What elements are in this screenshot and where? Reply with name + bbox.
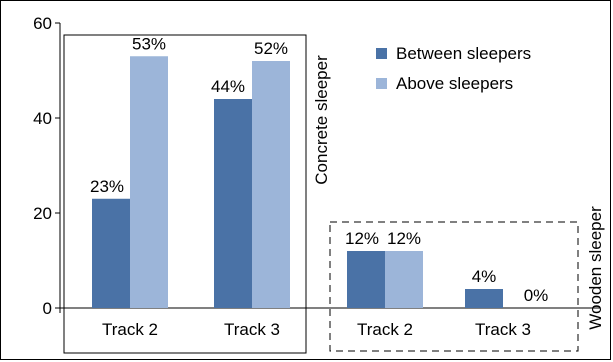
x-tick-label: Track 2 (102, 320, 158, 339)
group-box-wooden (329, 221, 579, 352)
x-tick-label: Track 3 (475, 320, 531, 339)
data-label: 12% (345, 229, 379, 248)
group-label-concrete: Concrete sleeper (312, 55, 331, 185)
data-label: 52% (254, 39, 288, 58)
bar (130, 56, 168, 308)
bar (214, 99, 252, 308)
legend-swatch (376, 78, 387, 89)
data-label: 12% (387, 229, 421, 248)
bar (252, 61, 290, 308)
group-label-wooden: Wooden sleeper (586, 206, 605, 330)
data-label: 4% (472, 267, 497, 286)
group-box-concrete (63, 34, 307, 354)
bar (347, 251, 385, 308)
y-tick-label: 20 (33, 204, 52, 223)
y-tick-label: 40 (33, 109, 52, 128)
y-tick-label: 60 (33, 14, 52, 33)
data-label: 53% (132, 34, 166, 53)
bar (385, 251, 423, 308)
bar (92, 198, 130, 308)
legend-label: Between sleepers (396, 44, 531, 63)
legend-label: Above sleepers (396, 74, 513, 93)
x-tick-label: Track 2 (357, 320, 413, 339)
data-label: 44% (211, 77, 245, 96)
y-tick-label: 0 (43, 299, 52, 318)
legend-swatch (376, 48, 387, 59)
x-tick-label: Track 3 (224, 320, 280, 339)
bar (465, 289, 503, 308)
data-label: 0% (524, 286, 549, 305)
data-label: 23% (90, 177, 124, 196)
